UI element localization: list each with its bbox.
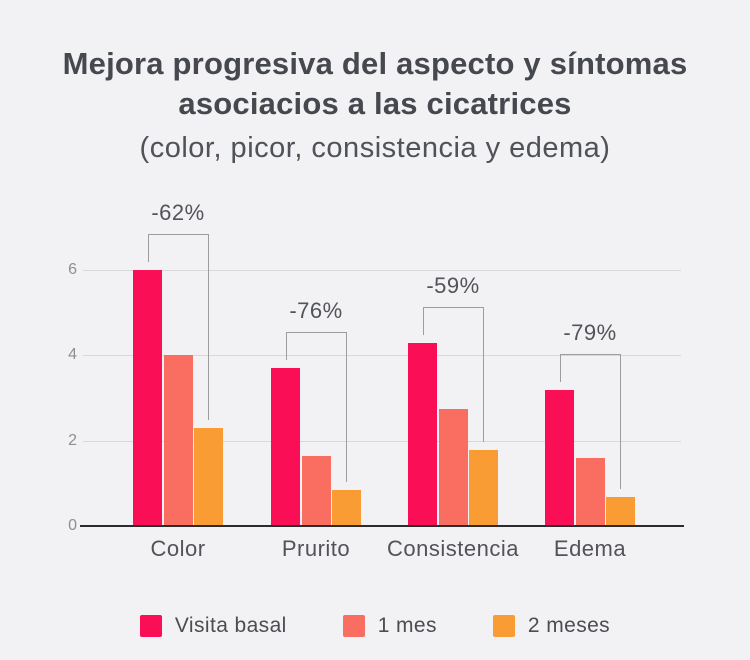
bar-consistencia-visita-basal (408, 342, 437, 525)
bar-consistencia-2-meses (469, 450, 498, 525)
bar-edema-2-meses (606, 497, 635, 525)
bar-edema-visita-basal (545, 389, 574, 525)
chart-subtitle: (color, picor, consistencia y edema) (139, 132, 611, 164)
x-axis-line (80, 525, 684, 527)
bar-prurito-2-meses (332, 489, 361, 525)
bar-color-2-meses (194, 427, 223, 525)
bar-prurito-1-mes (301, 455, 331, 525)
annotation-edema: -79% (563, 319, 617, 345)
bracket-consistencia-left-leg (422, 306, 424, 335)
bracket-consistencia-right-leg (482, 306, 484, 443)
annotation-consistencia: -59% (426, 272, 480, 298)
gridline-4 (83, 355, 681, 357)
x-label-color: Color (150, 536, 206, 561)
legend-item-visita-basal: Visita basal (139, 614, 287, 638)
annotation-color: -62% (151, 200, 205, 226)
y-tick-label-2: 2 (68, 431, 77, 449)
legend: Visita basal 1 mes 2 meses (0, 611, 750, 641)
x-label-prurito: Prurito (281, 536, 351, 561)
legend-label-1-mes: 1 mes (377, 614, 437, 637)
bar-prurito-visita-basal (271, 368, 300, 525)
legend-swatch-1-mes (342, 615, 365, 637)
bar-color-1-mes (163, 355, 193, 525)
x-label-edema: Edema (553, 536, 627, 561)
legend-label-visita-basal: Visita basal (174, 614, 287, 637)
legend-item-1-mes: 1 mes (342, 614, 437, 638)
gridline-6 (83, 270, 681, 272)
bracket-edema (559, 353, 621, 355)
y-tick-label-4: 4 (68, 346, 77, 364)
gridline-2 (83, 440, 681, 442)
annotation-prurito: -76% (289, 298, 343, 324)
bracket-edema-left-leg (559, 353, 561, 382)
bracket-color (147, 234, 209, 236)
bracket-consistencia (422, 306, 484, 308)
bar-edema-1-mes (575, 457, 605, 525)
chart-header: Mejora progresiva del aspecto y síntomas… (0, 44, 750, 166)
y-tick-label-6: 6 (68, 261, 77, 279)
bracket-prurito-left-leg (285, 332, 287, 361)
chart-title-line-1: Mejora progresiva del aspecto y síntomas (62, 46, 688, 81)
bracket-color-left-leg (147, 234, 149, 263)
bar-color-visita-basal (133, 270, 162, 525)
x-label-consistencia: Consistencia (387, 536, 519, 561)
bracket-prurito (285, 332, 347, 334)
legend-item-2-meses: 2 meses (492, 614, 611, 638)
bracket-color-right-leg (207, 234, 209, 420)
y-tick-label-0: 0 (68, 517, 77, 534)
bracket-prurito-right-leg (345, 332, 347, 482)
legend-swatch-2-meses (492, 615, 515, 637)
chart-title-line-2: asociacios a las cicatrices (178, 86, 572, 121)
legend-swatch-visita-basal (139, 615, 162, 637)
legend-label-2-meses: 2 meses (527, 614, 611, 637)
bar-consistencia-1-mes (438, 408, 468, 525)
bracket-edema-right-leg (619, 353, 621, 490)
